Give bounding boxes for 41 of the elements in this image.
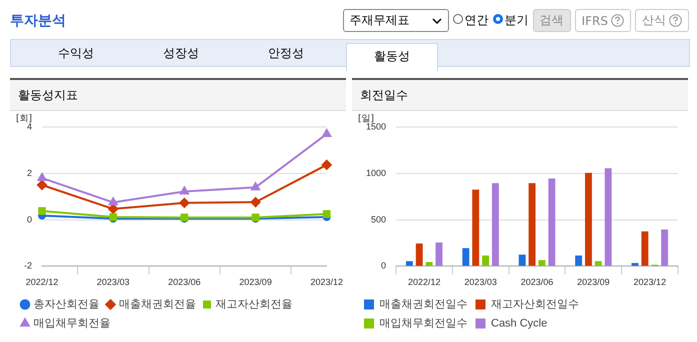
x-tick-label: 2022/12 (408, 277, 440, 288)
y-axis-title: [회] (16, 114, 32, 124)
legend-label: Cash Cycle (491, 318, 548, 330)
y-tick-label: 0 (26, 214, 32, 224)
text: 투자분석 (10, 12, 66, 30)
legend-label: 재고자산회전일수 (491, 298, 579, 311)
text: 안정성 (267, 45, 305, 62)
x-tick-label: 2023/12 (634, 277, 666, 288)
chart-title: 회전일수 (352, 80, 688, 111)
legend-label: 매입채무회전일수 (380, 318, 468, 330)
x-tick-label: 2023/09 (239, 277, 272, 288)
text: 산식 (642, 12, 666, 29)
legend-label: 매출채권회전일수 (380, 298, 468, 311)
y-tick-label: -2 (24, 260, 32, 271)
text: 연간 (464, 13, 489, 27)
x-tick-label: 2023/06 (168, 277, 201, 288)
legend-label: 매입채무회전율 (34, 318, 110, 330)
y-tick-label: 1500 (366, 121, 386, 132)
x-tick-label: 2023/09 (577, 277, 610, 288)
x-tick-label: 2023/06 (520, 277, 554, 288)
text: 검색 (532, 9, 571, 32)
text: 분기 (504, 13, 529, 27)
y-tick-label: 2 (26, 168, 32, 178)
x-tick-label: 2022/12 (26, 277, 58, 288)
y-tick-label: 4 (26, 121, 32, 132)
legend-label: 총자산회전율 (34, 298, 100, 311)
x-tick-label: 2023/12 (310, 277, 344, 288)
text: 수익성 (57, 45, 95, 62)
text: 활동성 (346, 43, 438, 71)
y-tick-label: 1000 (366, 168, 386, 178)
legend-label: 재고자산회전율 (216, 298, 292, 311)
text: 주재무제표 (350, 12, 410, 29)
text: 성장성 (162, 45, 200, 62)
y-axis-title: [일] (358, 114, 374, 124)
legend-label: 매출채권회전율 (119, 298, 196, 311)
y-tick-label: 500 (370, 214, 386, 224)
x-tick-label: 2023/03 (464, 277, 497, 288)
x-tick-label: 2023/03 (96, 277, 130, 288)
y-tick-label: 0 (381, 260, 386, 271)
text: IFRS (582, 14, 608, 28)
chart-title: 활동성지표 (10, 80, 346, 111)
